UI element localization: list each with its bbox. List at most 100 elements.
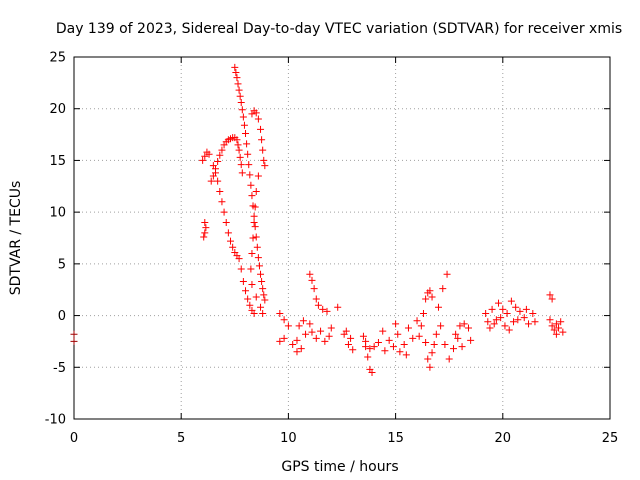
- data-point: [252, 233, 260, 241]
- data-point: [201, 218, 209, 226]
- data-point: [254, 115, 262, 123]
- data-point: [529, 310, 537, 318]
- data-point: [441, 341, 449, 349]
- data-point: [317, 327, 325, 335]
- data-point: [325, 332, 333, 340]
- data-point: [413, 317, 421, 325]
- data-point: [428, 293, 436, 301]
- data-point: [234, 80, 242, 88]
- data-point: [293, 348, 301, 356]
- data-point: [237, 265, 245, 273]
- y-tick-label: -5: [53, 361, 66, 376]
- data-point: [552, 330, 560, 338]
- data-point: [546, 291, 554, 299]
- data-point: [432, 330, 440, 338]
- data-point: [239, 277, 247, 285]
- data-point: [218, 146, 226, 154]
- data-point: [516, 307, 524, 315]
- x-axis: 0 5 10 15 20 25: [70, 57, 618, 446]
- data-points: [70, 63, 567, 376]
- data-point: [417, 322, 425, 330]
- data-point: [222, 218, 230, 226]
- data-point: [245, 161, 253, 169]
- data-point: [237, 99, 245, 107]
- series-mid-arc: [247, 107, 269, 318]
- data-point: [236, 153, 244, 161]
- data-point: [426, 287, 434, 295]
- data-point: [437, 322, 445, 330]
- data-point: [310, 285, 318, 293]
- data-point: [514, 316, 522, 324]
- data-point: [490, 320, 498, 328]
- x-axis-title: GPS time / hours: [281, 459, 398, 475]
- data-point: [392, 320, 400, 328]
- data-point: [308, 276, 316, 284]
- data-point: [364, 353, 372, 361]
- x-tick-label: 15: [387, 431, 404, 446]
- data-point: [402, 351, 410, 359]
- data-point: [347, 334, 355, 342]
- data-point: [321, 337, 329, 345]
- data-point: [235, 86, 243, 94]
- y-tick-label: 5: [58, 257, 66, 272]
- data-point: [559, 328, 567, 336]
- y-tick-label: 10: [49, 206, 66, 221]
- data-point: [235, 255, 243, 263]
- data-point: [260, 291, 268, 299]
- data-point: [548, 322, 556, 330]
- data-point: [482, 310, 490, 318]
- data-point: [218, 198, 226, 206]
- data-point: [70, 330, 78, 338]
- data-point: [396, 348, 404, 356]
- data-point: [252, 187, 260, 195]
- data-point: [295, 322, 303, 330]
- data-point: [250, 218, 258, 226]
- series-rising-arc: [207, 134, 246, 185]
- data-point: [252, 109, 260, 117]
- data-point: [415, 332, 423, 340]
- data-point: [552, 320, 560, 328]
- data-point: [237, 161, 245, 169]
- data-point: [302, 330, 310, 338]
- data-point: [359, 332, 367, 340]
- series-low-cluster-10-14h: [276, 270, 357, 356]
- data-point: [488, 305, 496, 313]
- data-point: [349, 346, 357, 354]
- data-point: [257, 125, 265, 133]
- data-point: [394, 330, 402, 338]
- data-point: [214, 177, 222, 185]
- data-point: [454, 334, 462, 342]
- data-point: [253, 243, 261, 251]
- data-point: [419, 310, 427, 318]
- data-point: [456, 322, 464, 330]
- data-point: [246, 301, 254, 309]
- data-point: [261, 162, 269, 170]
- data-point: [202, 224, 210, 232]
- series-high-early-arc: [231, 63, 269, 304]
- data-point: [439, 285, 447, 293]
- data-point: [235, 146, 243, 154]
- data-point: [497, 314, 505, 322]
- data-point: [205, 150, 213, 158]
- x-tick-label: 20: [495, 431, 512, 446]
- data-point: [312, 295, 320, 303]
- data-point: [276, 310, 284, 318]
- data-point: [246, 171, 254, 179]
- x-tick-label: 25: [602, 431, 619, 446]
- plot-frame: [73, 56, 611, 420]
- y-tick-label: -10: [45, 413, 66, 428]
- data-point: [522, 305, 530, 313]
- data-point: [430, 341, 438, 349]
- data-point: [548, 295, 556, 303]
- data-point: [201, 229, 209, 237]
- y-tick-label: 15: [49, 154, 66, 169]
- data-point: [220, 208, 228, 216]
- data-point: [550, 326, 558, 334]
- data-point: [366, 345, 374, 353]
- data-point: [234, 141, 242, 149]
- data-point: [251, 203, 259, 211]
- data-point: [503, 310, 511, 318]
- data-point: [244, 295, 252, 303]
- data-point: [254, 254, 262, 262]
